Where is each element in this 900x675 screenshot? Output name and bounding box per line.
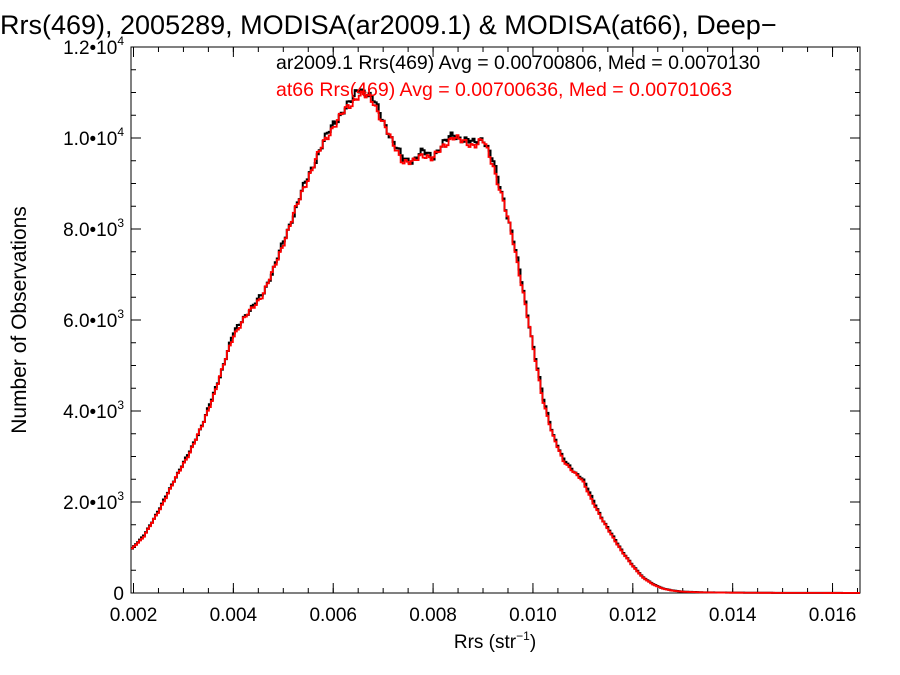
x-tick-label-2: 0.006 [309,605,357,626]
x-tick-label-6: 0.014 [709,605,757,626]
x-tick-label-3: 0.008 [409,605,457,626]
histogram-series-0 [131,88,860,594]
x-axis-label-text: Rrs (str [454,632,517,653]
annotation-1: at66 Rrs(469) Avg = 0.00700636, Med = 0.… [276,79,732,101]
annotation-0: ar2009.1 Rrs(469) Avg = 0.00700806, Med … [276,52,760,74]
y-tick-label-6: 1.2•104 [63,34,124,59]
y-axis-ticks: 0 2.0•103 4.0•103 6.0•103 8.0•103 1.0•104 1.2•… [63,34,860,605]
series-layer [131,88,860,594]
x-axis-label-close: ) [530,632,536,653]
y-tick-label-2: 4.0•103 [63,398,124,423]
plot-frame [130,46,861,594]
x-axis-ticks: 0.002 0.004 0.006 0.008 0.010 0.012 0.014 0.016 [110,47,859,626]
y-tick-label-0: 0 [113,584,124,605]
x-tick-label-7: 0.016 [809,605,857,626]
x-axis-label: Rrs (str−1) [454,629,536,653]
x-tick-label-0: 0.002 [110,605,158,626]
legend-annotations: ar2009.1 Rrs(469) Avg = 0.00700806, Med … [276,52,760,101]
histogram-series-1 [131,90,860,594]
chart-title: Rrs(469), 2005289, MODISA(ar2009.1) & MO… [0,10,777,40]
y-tick-label-3: 6.0•103 [63,307,124,332]
y-tick-label-4: 8.0•103 [63,216,124,241]
y-tick-label-1: 2.0•103 [63,489,124,514]
x-tick-label-5: 0.012 [609,605,657,626]
y-tick-label-5: 1.0•104 [63,125,124,150]
x-tick-label-4: 0.010 [509,605,557,626]
x-tick-label-1: 0.004 [210,605,258,626]
x-axis-label-unit-exponent: −1 [516,629,530,643]
y-axis-label: Number of Observations [8,206,31,434]
